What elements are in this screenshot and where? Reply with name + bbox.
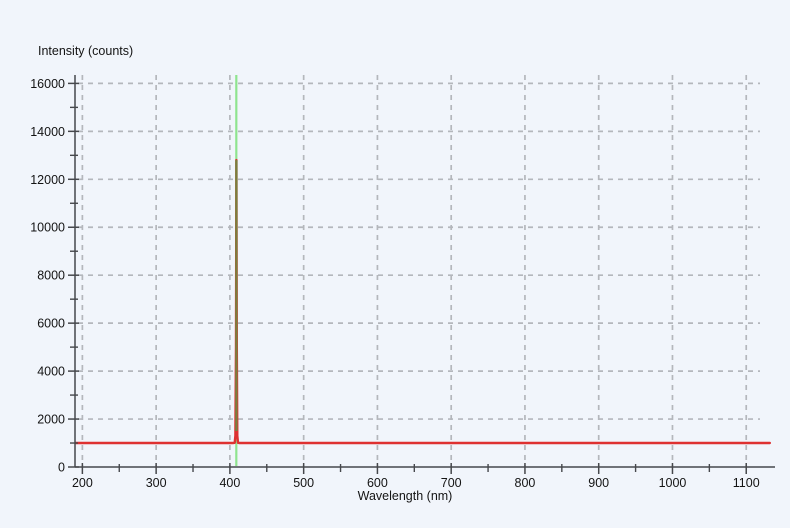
x-tick-label: 400: [219, 476, 240, 490]
y-tick-label: 6000: [37, 317, 65, 331]
y-axis-title: Intensity (counts): [38, 44, 134, 58]
x-tick-label: 1100: [733, 476, 760, 490]
y-tick-label: 12000: [30, 173, 65, 187]
y-tick-label: 4000: [37, 365, 65, 379]
y-tick-label: 2000: [37, 413, 65, 427]
x-tick-label: 1000: [659, 476, 687, 490]
x-axis-title: Wavelength (nm): [357, 489, 453, 503]
y-tick-label: 10000: [30, 221, 65, 235]
x-tick-label: 300: [146, 476, 167, 490]
y-tick-label: 8000: [37, 269, 65, 283]
x-tick-label: 700: [441, 476, 462, 490]
spectrum-trace: [74, 158, 771, 445]
y-tick-label: 0: [58, 461, 65, 475]
x-tick-label: 600: [367, 476, 388, 490]
y-tick-label: 16000: [30, 77, 65, 91]
x-tick-label: 200: [72, 476, 93, 490]
x-tick-label: 800: [515, 476, 536, 490]
x-tick-label: 900: [588, 476, 609, 490]
y-tick-label: 14000: [30, 125, 65, 139]
x-tick-label: 500: [293, 476, 314, 490]
